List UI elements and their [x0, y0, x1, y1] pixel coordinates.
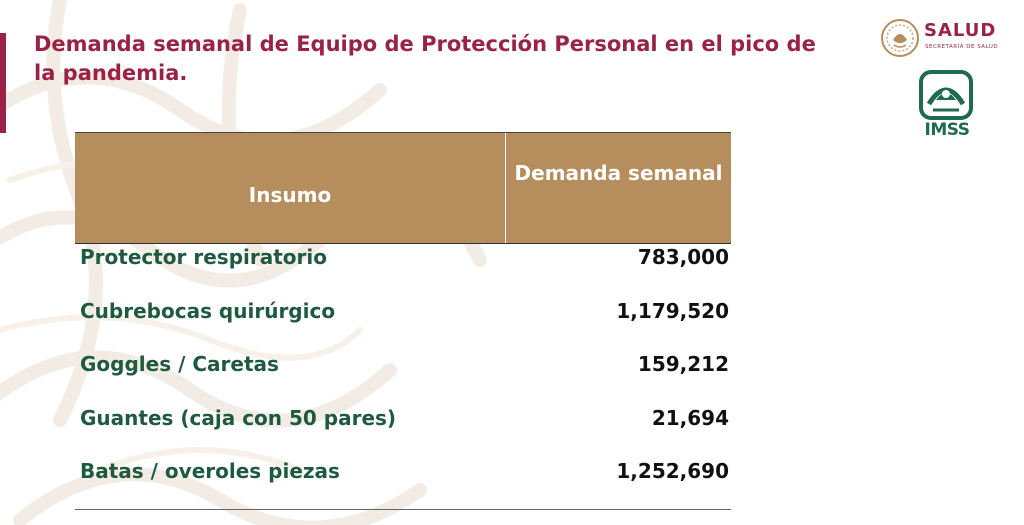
salud-logo: SALUD SECRETARÍA DE SALUD — [880, 16, 1015, 62]
table-bottom-rule — [75, 509, 731, 510]
cell-demanda: 21,694 — [651, 405, 729, 430]
cell-demanda: 783,000 — [637, 245, 729, 269]
table-header: Insumo Demanda semanal — [75, 132, 731, 244]
table-row: Batas / overoles piezas 1,252,690 — [75, 456, 731, 510]
cell-insumo: Cubrebocas quirúrgico — [80, 298, 336, 323]
table-row: Cubrebocas quirúrgico 1,179,520 — [75, 296, 731, 350]
cell-demanda: 1,252,690 — [616, 459, 729, 483]
page-title: Demanda semanal de Equipo de Protección … — [34, 32, 816, 85]
cell-insumo: Goggles / Caretas — [80, 352, 279, 376]
table-row: Guantes (caja con 50 pares) 21,694 — [75, 403, 731, 457]
table-row: Protector respiratorio 783,000 — [75, 242, 731, 296]
column-header-insumo: Insumo — [248, 183, 332, 207]
cell-insumo: Batas / overoles piezas — [80, 459, 340, 483]
cell-demanda: 1,179,520 — [616, 298, 729, 323]
table-body: Protector respiratorio 783,000 Cubreboca… — [75, 242, 731, 510]
imss-eagle-icon — [919, 70, 973, 120]
imss-wordmark: IMSS — [924, 120, 970, 140]
cell-demanda: 159,212 — [637, 352, 729, 376]
table-row: Goggles / Caretas 159,212 — [75, 349, 731, 403]
imss-logo: IMSS — [913, 70, 981, 145]
demand-table: Insumo Demanda semanal Protector respira… — [75, 132, 731, 512]
cell-insumo: Guantes (caja con 50 pares) — [80, 405, 397, 430]
title-accent-bar — [0, 33, 6, 133]
header-divider — [505, 133, 506, 243]
salud-subtitle: SECRETARÍA DE SALUD — [925, 44, 999, 50]
mexico-seal-icon — [881, 19, 919, 57]
column-header-demanda: Demanda semanal — [514, 161, 723, 185]
salud-wordmark: SALUD — [924, 20, 997, 41]
cell-insumo: Protector respiratorio — [80, 245, 327, 269]
